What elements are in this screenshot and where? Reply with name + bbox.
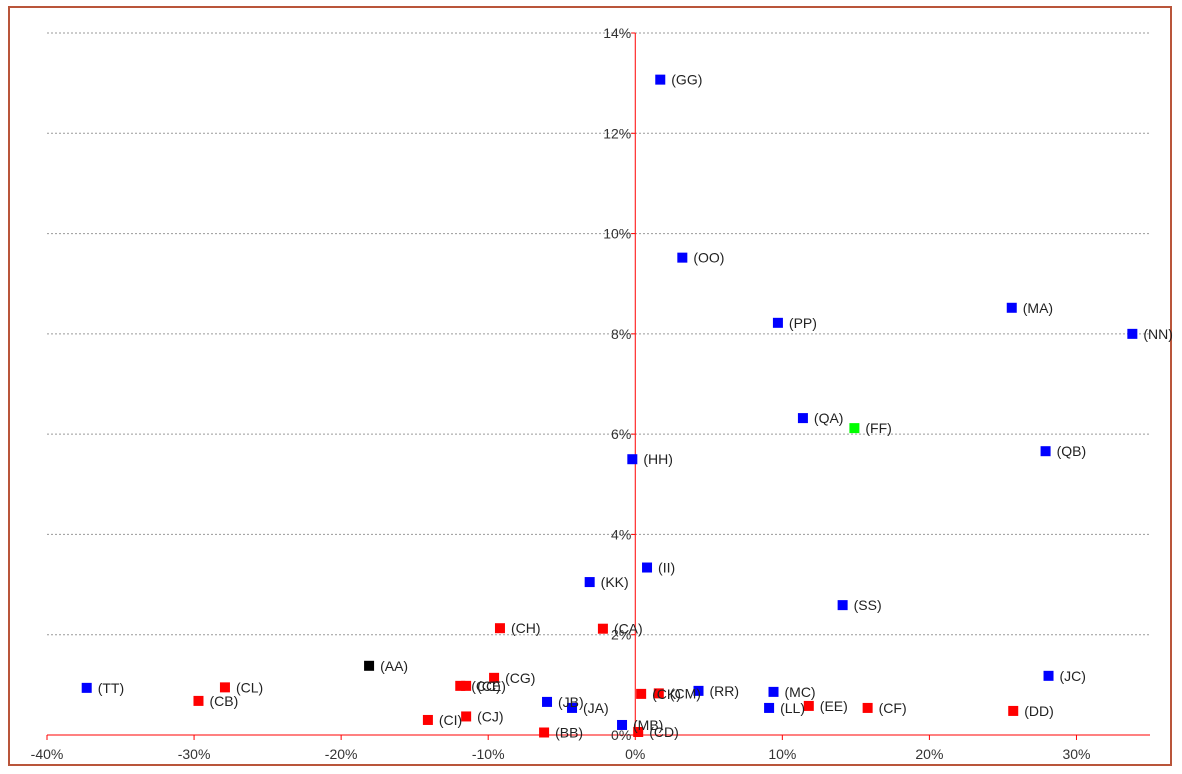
- data-point: [642, 562, 653, 573]
- data-point-label: (AA): [380, 658, 408, 674]
- data-point: [461, 680, 472, 691]
- x-tick-label: 30%: [1062, 746, 1090, 762]
- y-tick-label: 2%: [611, 627, 631, 643]
- data-point: [364, 660, 375, 671]
- x-tick-label: -10%: [472, 746, 505, 762]
- data-point: [539, 727, 550, 738]
- data-point: [455, 680, 466, 691]
- data-point: [461, 711, 472, 722]
- data-points: [81, 74, 1138, 738]
- data-point: [862, 702, 873, 713]
- data-point: [617, 719, 628, 730]
- tick-labels: -40% -30% -20% -10% 0% 10% 20% 30% 2% 4% 6% 8% 10% 12…: [31, 25, 1091, 762]
- data-point: [1127, 328, 1138, 339]
- data-point-label: (MC): [785, 684, 816, 700]
- data-point: [849, 423, 860, 434]
- data-point-label: (EE): [820, 698, 848, 714]
- data-point-label: (RR): [710, 683, 740, 699]
- data-point: [772, 317, 783, 328]
- y-tick-label: 6%: [611, 426, 631, 442]
- data-point-label: (CJ): [477, 708, 503, 724]
- y-tick-label: 8%: [611, 326, 631, 342]
- data-point-label: (CL): [236, 679, 263, 695]
- y-tick-label: 4%: [611, 526, 631, 542]
- data-point: [636, 688, 647, 699]
- data-point: [633, 726, 644, 737]
- x-tick-label: -20%: [325, 746, 358, 762]
- data-point: [837, 600, 848, 611]
- data-point-label: (FF): [865, 420, 891, 436]
- data-point-label: (CG): [505, 670, 535, 686]
- data-point: [693, 685, 704, 696]
- y-tick-label: 14%: [603, 25, 631, 41]
- chart-frame: [8, 6, 1172, 766]
- axes: [46, 32, 1150, 740]
- data-point: [1006, 302, 1017, 313]
- data-point-label: (SS): [854, 597, 882, 613]
- data-point-label: (CK): [652, 686, 681, 702]
- data-point: [764, 702, 775, 713]
- data-point: [1040, 446, 1051, 457]
- gridlines: [47, 32, 1150, 636]
- data-point-label: (CC): [471, 678, 501, 694]
- data-point-label: (QB): [1057, 443, 1087, 459]
- data-point: [193, 695, 204, 706]
- data-point: [219, 682, 230, 693]
- x-tick-label: 0%: [625, 746, 645, 762]
- data-point-label: (JB): [558, 694, 584, 710]
- data-point-label: (NN): [1143, 326, 1173, 342]
- data-point-label: (JC): [1060, 668, 1086, 684]
- data-point-label: (PP): [789, 315, 817, 331]
- y-tick-label: 10%: [603, 226, 631, 242]
- data-point: [597, 623, 608, 634]
- data-point-label: (TT): [98, 680, 124, 696]
- x-tick-label: -40%: [31, 746, 64, 762]
- y-tick-label: 12%: [603, 125, 631, 141]
- x-tick-label: -30%: [178, 746, 211, 762]
- data-point-label: (CD): [649, 724, 679, 740]
- data-point: [494, 623, 505, 634]
- data-point-label: (CI): [439, 712, 462, 728]
- x-tick-label: 20%: [915, 746, 943, 762]
- data-point: [627, 454, 638, 465]
- data-point-label: (GG): [671, 72, 702, 88]
- data-point-label: (CB): [209, 693, 238, 709]
- x-tick-label: 10%: [768, 746, 796, 762]
- data-point: [81, 682, 92, 693]
- data-point: [677, 252, 688, 263]
- data-point: [655, 74, 666, 85]
- data-point-label: (MA): [1023, 300, 1053, 316]
- data-point-label: (CE): [477, 678, 506, 694]
- data-point: [797, 413, 808, 424]
- data-point: [584, 577, 595, 588]
- data-point: [653, 688, 664, 699]
- data-point-label: (CM): [670, 685, 701, 701]
- data-point-label: (HH): [643, 451, 673, 467]
- data-point: [1043, 670, 1054, 681]
- data-point-label: (JA): [583, 700, 609, 716]
- point-labels: (GG) (OO) (MA) (NN) (PP) (QA) (FF) (QB) (HH) (II)…: [98, 72, 1173, 741]
- data-point: [1008, 705, 1019, 716]
- data-point-label: (KK): [601, 574, 629, 590]
- data-point: [567, 702, 578, 713]
- data-point: [803, 700, 814, 711]
- data-point-label: (BB): [555, 724, 583, 740]
- data-point-label: (II): [658, 560, 675, 576]
- data-point-label: (QA): [814, 410, 844, 426]
- data-point-label: (LL): [780, 700, 805, 716]
- data-point: [489, 672, 500, 683]
- data-point: [422, 714, 433, 725]
- y-tick-label-zero: 0%: [611, 727, 631, 743]
- data-point-label: (CH): [511, 620, 541, 636]
- data-point: [542, 696, 553, 707]
- data-point: [768, 686, 779, 697]
- data-point-label: (CA): [614, 621, 643, 637]
- data-point-label: (OO): [693, 250, 724, 266]
- data-point-label: (MB): [633, 717, 663, 733]
- data-point-label: (DD): [1024, 703, 1054, 719]
- data-point-label: (CF): [879, 700, 907, 716]
